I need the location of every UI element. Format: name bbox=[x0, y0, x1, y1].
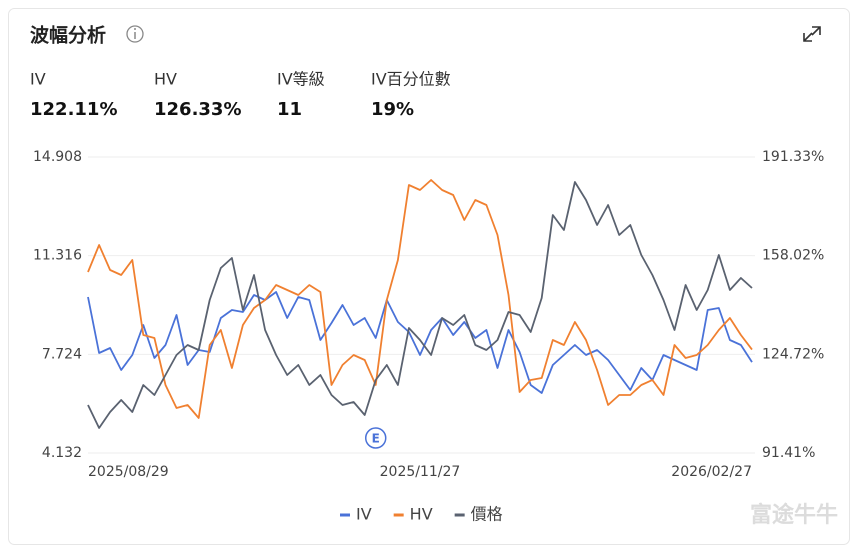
y2-tick-label: 191.33% bbox=[762, 149, 824, 165]
y-tick-label: 11.316 bbox=[33, 248, 82, 264]
stat-value: 11 bbox=[277, 99, 302, 120]
stat-label: HV bbox=[154, 70, 177, 89]
x-tick-label: 2025/11/27 bbox=[380, 464, 461, 480]
info-icon[interactable] bbox=[126, 25, 144, 43]
card-frame bbox=[8, 8, 850, 545]
stat-label: IV百分位數 bbox=[371, 70, 451, 89]
y2-tick-label: 158.02% bbox=[762, 248, 824, 264]
expand-icon[interactable] bbox=[803, 26, 821, 42]
legend-label: IV bbox=[356, 505, 372, 524]
y-tick-label: 14.908 bbox=[33, 149, 82, 165]
series-line bbox=[87, 179, 753, 419]
y2-tick-label: 124.72% bbox=[762, 346, 824, 362]
y-tick-label: 4.132 bbox=[42, 445, 82, 461]
stat-value: 122.11% bbox=[30, 99, 118, 120]
stat-label: IV等級 bbox=[277, 70, 325, 89]
legend-label: 價格 bbox=[471, 505, 503, 524]
stat-label: IV bbox=[30, 70, 46, 89]
x-tick-label: 2025/08/29 bbox=[88, 464, 169, 480]
title: 波幅分析 bbox=[30, 24, 106, 47]
watermark: 富途牛牛 bbox=[750, 502, 838, 528]
stat-value: 19% bbox=[371, 99, 414, 120]
series-line bbox=[87, 181, 753, 429]
y-tick-label: 7.724 bbox=[42, 346, 82, 362]
y2-tick-label: 91.41% bbox=[762, 445, 815, 461]
legend-label: HV bbox=[410, 505, 433, 524]
x-tick-label: 2026/02/27 bbox=[671, 464, 752, 480]
stat-value: 126.33% bbox=[154, 99, 242, 120]
earnings-marker bbox=[364, 427, 387, 449]
earnings-label: E bbox=[372, 432, 380, 446]
